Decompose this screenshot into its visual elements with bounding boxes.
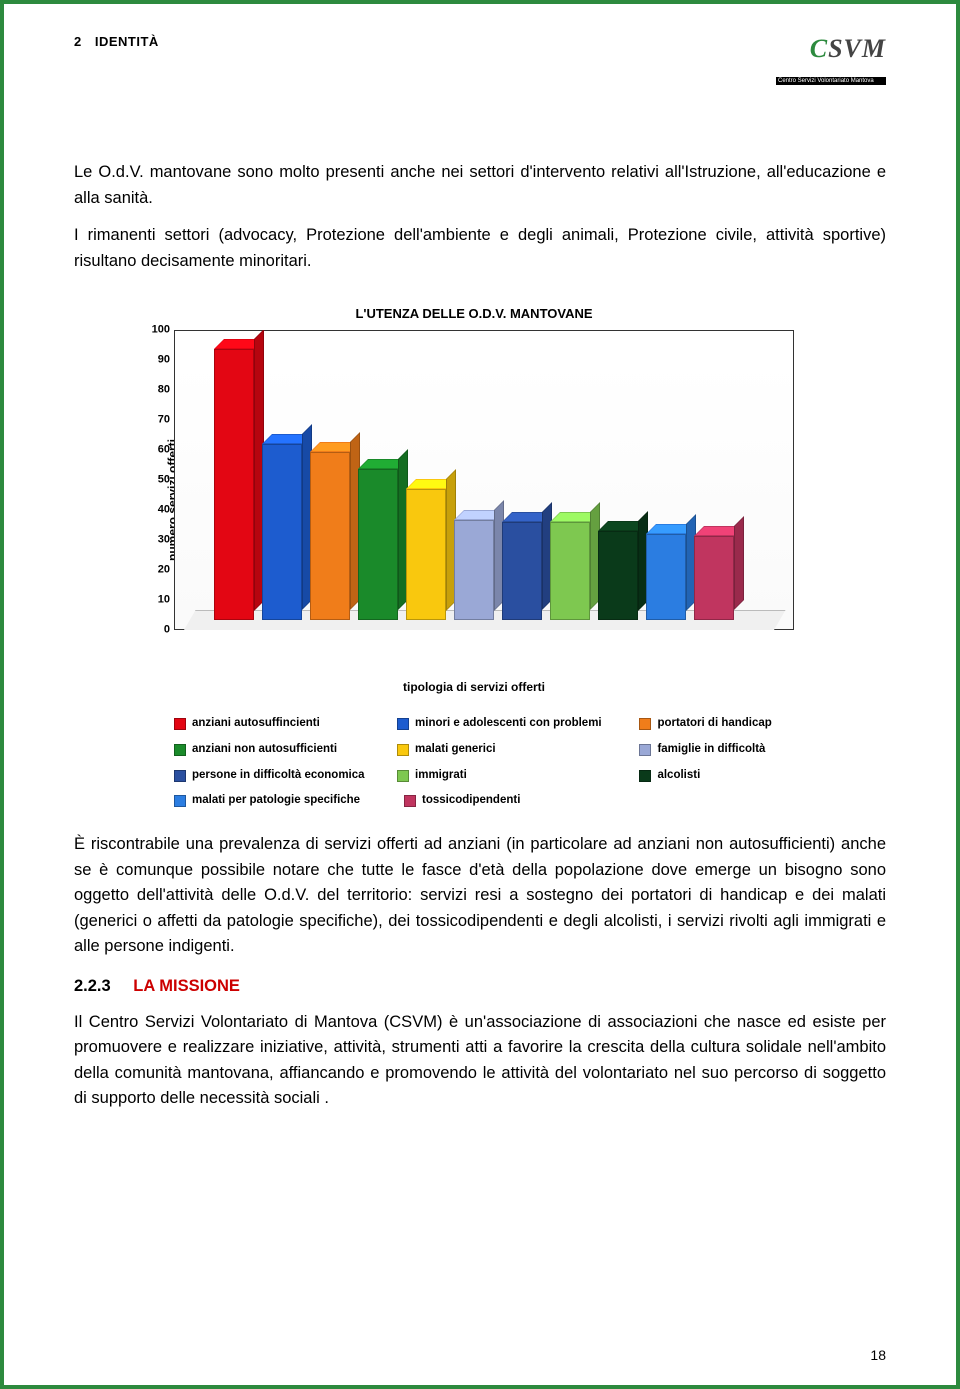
csvm-logo: CSVM [776,34,886,72]
logo: CSVM Centro Servizi Volontariato Mantova [776,34,886,90]
legend-label: anziani non autosufficienti [192,741,337,759]
legend-label: minori e adolescenti con problemi [415,715,602,733]
legend-swatch [639,770,651,782]
plot-area [174,330,794,630]
legend-item: immigrati [397,767,639,785]
y-tick: 90 [158,352,170,369]
y-tick: 50 [158,472,170,489]
legend-swatch [174,744,186,756]
chart-title: L'UTENZA DELLE O.D.V. MANTOVANE [134,304,814,324]
bar [598,531,638,621]
legend-label: malati per patologie specifiche [192,792,360,810]
chart-legend: anziani autosuffincienti minori e adolesc… [174,715,814,810]
y-tick: 30 [158,532,170,549]
paragraph-4: Il Centro Servizi Volontariato di Mantov… [74,1010,886,1112]
header-number: 2 [74,34,81,49]
legend-label: anziani autosuffincienti [192,715,320,733]
legend-swatch [174,718,186,730]
legend-swatch [397,718,409,730]
legend-item: malati generici [397,741,639,759]
legend-item: persone in difficoltà economica [174,767,397,785]
bar-chart: L'UTENZA DELLE O.D.V. MANTOVANE numero s… [134,304,814,810]
legend-item: minori e adolescenti con problemi [397,715,639,733]
legend-swatch [397,744,409,756]
legend-item: anziani autosuffincienti [174,715,397,733]
bar [310,452,350,620]
legend-label: famiglie in difficoltà [657,741,765,759]
logo-letter-c: C [810,34,828,63]
header-title: IDENTITÀ [95,34,159,49]
y-tick: 10 [158,592,170,609]
y-tick: 40 [158,502,170,519]
chart-area: numero servizi offerti 01020304050607080… [174,330,814,670]
page-number: 18 [870,1347,886,1363]
y-tick: 20 [158,562,170,579]
legend-label: tossicodipendenti [422,792,520,810]
x-axis-label: tipologia di servizi offerti [134,678,814,697]
header-section: 2 IDENTITÀ [74,34,159,49]
legend-item: alcolisti [639,767,814,785]
section-heading: 2.2.3 LA MISSIONE [74,974,886,1000]
y-tick: 100 [152,322,170,339]
legend-item: anziani non autosufficienti [174,741,397,759]
page-header: 2 IDENTITÀ CSVM Centro Servizi Volontari… [74,34,886,90]
legend-row: anziani autosuffincienti minori e adolesc… [174,715,814,733]
legend-row: anziani non autosufficienti malati generi… [174,741,814,759]
legend-label: portatori di handicap [657,715,771,733]
legend-swatch [397,770,409,782]
legend-label: alcolisti [657,767,700,785]
legend-item: portatori di handicap [639,715,814,733]
paragraph-1: Le O.d.V. mantovane sono molto presenti … [74,160,886,211]
legend-row: persone in difficoltà economica immigrati… [174,767,814,785]
bar [262,444,302,620]
bar [406,489,446,621]
body-text: Le O.d.V. mantovane sono molto presenti … [74,160,886,1112]
section-number: 2.2.3 [74,977,111,995]
y-tick: 60 [158,442,170,459]
section-title: LA MISSIONE [133,977,240,995]
logo-tagline: Centro Servizi Volontariato Mantova [776,77,886,85]
legend-label: immigrati [415,767,467,785]
legend-label: persone in difficoltà economica [192,767,365,785]
bar [358,469,398,620]
bar [214,349,254,621]
bar [550,522,590,620]
bar [454,520,494,621]
y-tick: 80 [158,382,170,399]
bar [502,522,542,620]
legend-swatch [639,744,651,756]
page: 2 IDENTITÀ CSVM Centro Servizi Volontari… [0,0,960,1389]
legend-item: famiglie in difficoltà [639,741,814,759]
legend-swatch [174,770,186,782]
bar [646,534,686,621]
legend-item: tossicodipendenti [404,792,654,810]
y-tick: 0 [164,622,170,639]
y-tick: 70 [158,412,170,429]
legend-swatch [174,795,186,807]
bar [694,536,734,620]
legend-item: malati per patologie specifiche [174,792,404,810]
legend-label: malati generici [415,741,496,759]
paragraph-3: È riscontrabile una prevalenza di serviz… [74,832,886,960]
logo-letters-svm: SVM [828,34,886,63]
paragraph-2: I rimanenti settori (advocacy, Protezion… [74,223,886,274]
legend-swatch [404,795,416,807]
legend-row: malati per patologie specifiche tossicodi… [174,792,814,810]
y-axis-ticks: 0102030405060708090100 [144,330,170,630]
legend-swatch [639,718,651,730]
